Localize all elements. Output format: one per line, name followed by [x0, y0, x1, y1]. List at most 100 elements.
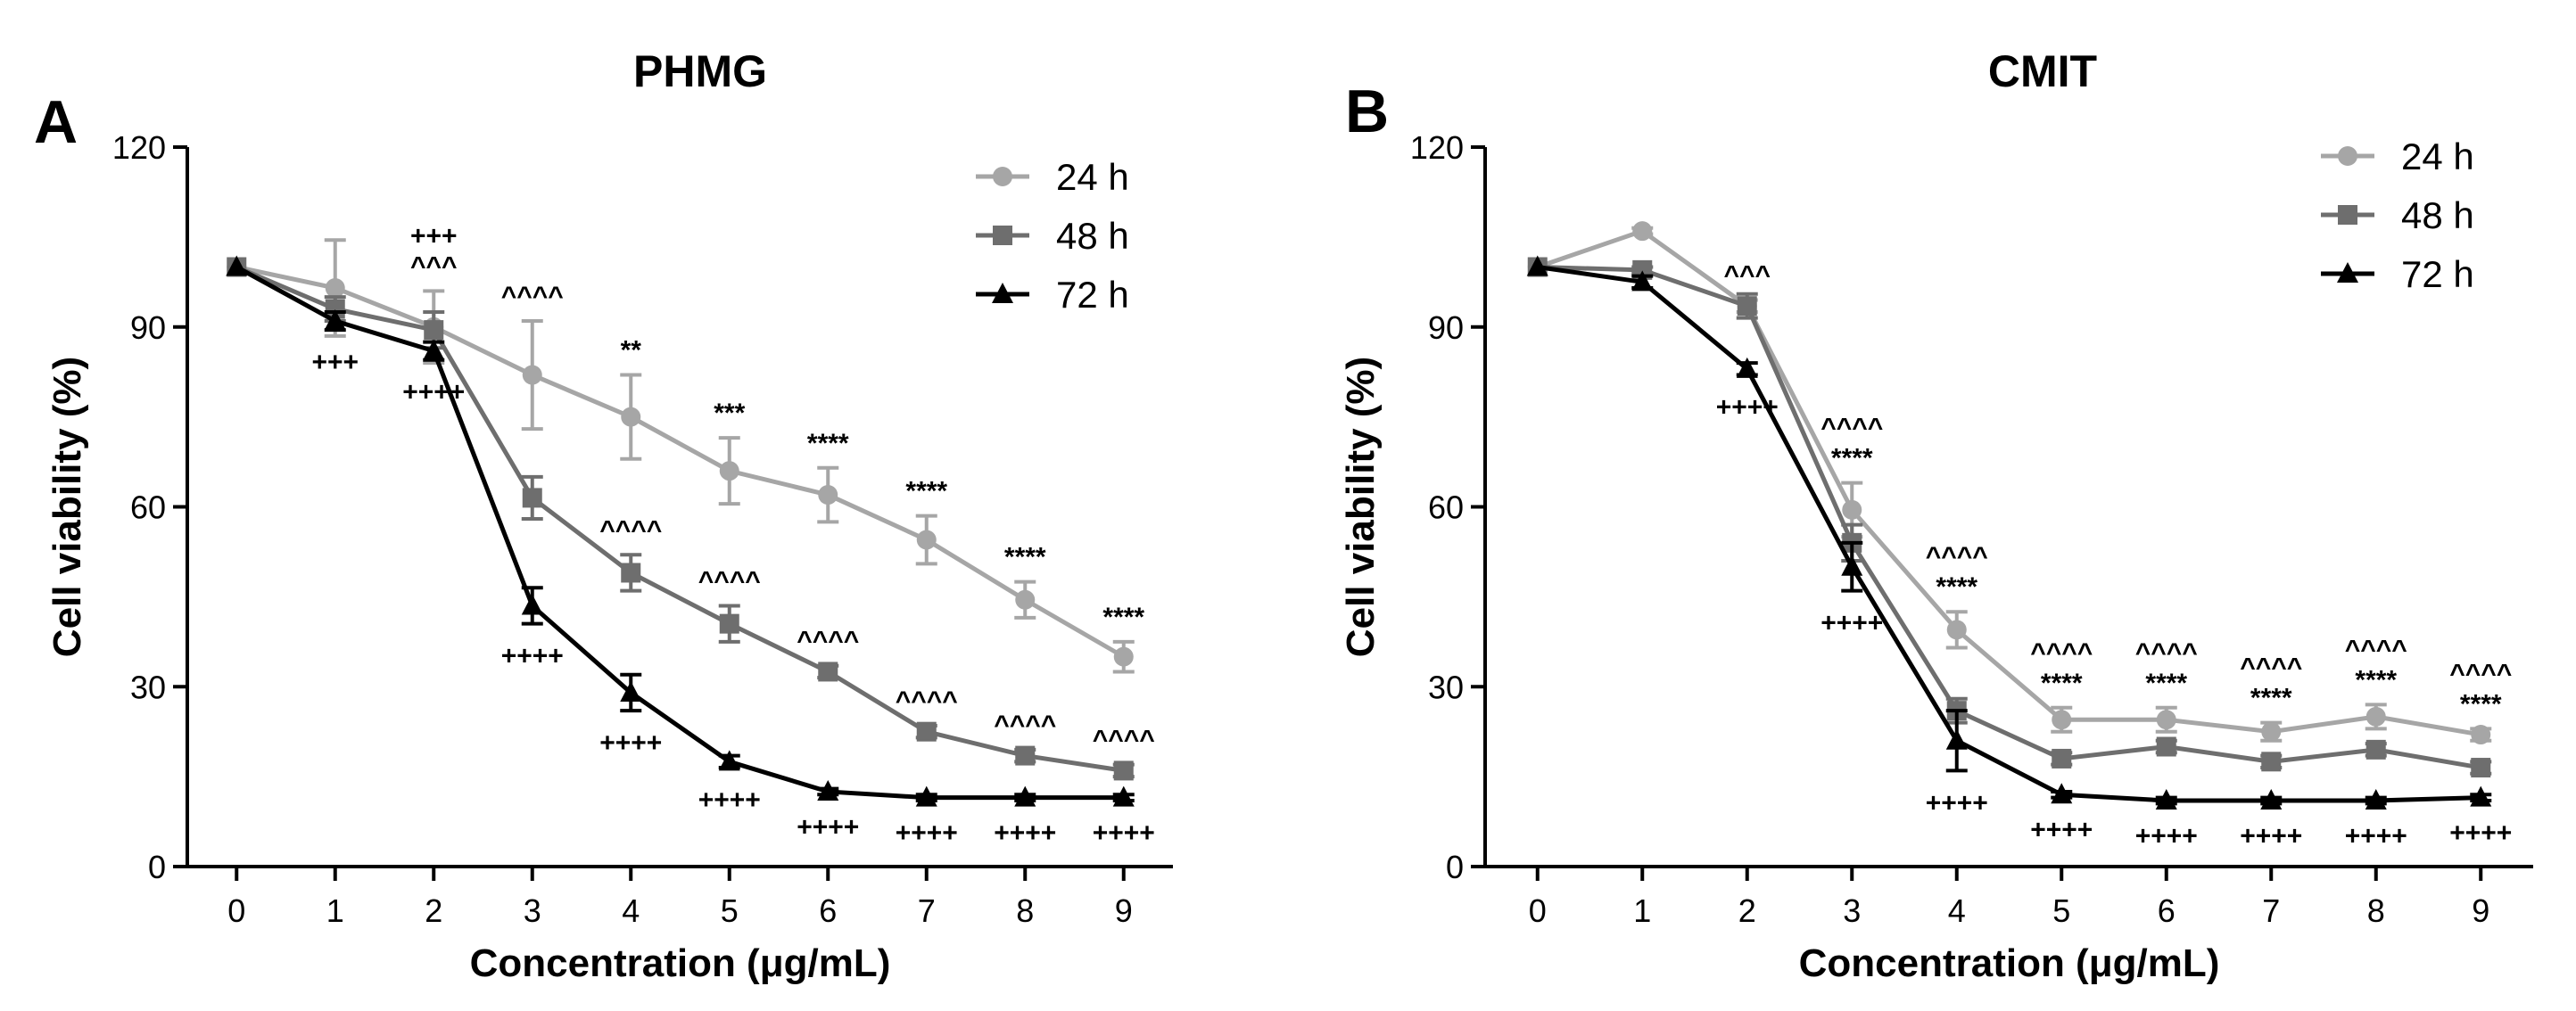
- data-point: [2260, 789, 2283, 810]
- series-72h: [226, 255, 1135, 807]
- data-point: [325, 299, 345, 319]
- series-line: [235, 265, 1126, 659]
- significance-label: ^^^: [1723, 260, 1771, 290]
- x-tick-label: 2: [425, 892, 442, 929]
- y-tick-label: 30: [130, 669, 166, 705]
- significance-label: ++++: [402, 378, 465, 407]
- panel-b: CMIT B 0 30 60 90 120 0 1 2 3 4 5 6 7 8 9 Concentration (…: [1339, 46, 2533, 985]
- significance-label: ****: [2250, 684, 2292, 713]
- data-point: [2261, 721, 2282, 742]
- significance-label: ****: [2145, 669, 2187, 698]
- data-point: [2261, 752, 2282, 772]
- data-point: [522, 365, 542, 385]
- significance-label: ****: [2460, 689, 2502, 719]
- significance-label: ^^^^: [2240, 653, 2302, 683]
- data-point: [2052, 710, 2072, 730]
- significance-label: ^^^^: [896, 686, 958, 716]
- data-point: [916, 530, 937, 550]
- series-24h: [227, 238, 1135, 674]
- data-point: [1014, 785, 1036, 807]
- series-48h: [1527, 257, 2492, 778]
- significance-label: ++++: [698, 785, 761, 815]
- significance-label: ****: [1831, 444, 1873, 473]
- x-tick-label: 9: [2472, 892, 2489, 929]
- x-tick-label: 6: [2158, 892, 2176, 929]
- data-point: [1526, 255, 1548, 276]
- significance-label: ^^^^: [2345, 635, 2407, 664]
- y-axis-label: Cell viability (%): [45, 357, 89, 657]
- data-point: [1632, 221, 1653, 242]
- data-point: [818, 485, 838, 506]
- panel-a: PHMG A 0 30 60 90 120 0 1 2 3 4 5 6 7 8 9 Concentration (…: [34, 46, 1173, 985]
- chart-title: PHMG: [633, 46, 767, 96]
- significance-label: ++++: [1926, 788, 1988, 818]
- data-point: [2155, 789, 2177, 810]
- data-point: [817, 779, 839, 801]
- data-point: [2365, 739, 2386, 760]
- legend-marker: [993, 226, 1012, 245]
- x-tick-label: 0: [227, 892, 245, 929]
- x-tick-label: 3: [524, 892, 541, 929]
- significance-label: ****: [1004, 543, 1046, 572]
- significance-label: ****: [807, 429, 849, 458]
- x-tick-label: 7: [918, 892, 936, 929]
- x-tick-label: 8: [1016, 892, 1034, 929]
- data-point: [423, 339, 445, 360]
- x-tick-label: 7: [2262, 892, 2280, 929]
- data-point: [916, 721, 937, 742]
- legend-marker: [2338, 205, 2357, 225]
- x-tick-label: 1: [1633, 892, 1651, 929]
- legend: 24 h 48 h 72 h: [2321, 136, 2474, 295]
- significance-label: ^^^: [410, 251, 458, 281]
- significance-label: ++++: [2449, 818, 2512, 848]
- data-point: [1736, 357, 1758, 378]
- data-point: [1946, 620, 1967, 640]
- data-point: [718, 750, 740, 771]
- significance-label: ****: [1102, 603, 1144, 632]
- series-line: [235, 265, 1124, 801]
- data-point: [719, 613, 739, 634]
- significance-label: ++++: [896, 818, 958, 848]
- data-point: [1841, 555, 1863, 576]
- data-point: [2470, 785, 2492, 807]
- significance-label: ****: [2355, 665, 2397, 695]
- series-line: [235, 265, 1125, 773]
- significance-label: ++++: [994, 818, 1056, 848]
- x-tick-label: 1: [326, 892, 344, 929]
- data-point: [226, 255, 248, 276]
- x-tick-label: 6: [819, 892, 837, 929]
- legend-marker: [992, 283, 1013, 303]
- data-point: [2156, 736, 2176, 757]
- y-axis-label: Cell viability (%): [1339, 357, 1383, 657]
- data-point: [2471, 758, 2491, 778]
- data-point: [1842, 499, 1862, 520]
- significance-label: ^^^^: [1821, 414, 1883, 443]
- data-point: [1631, 270, 1654, 292]
- x-tick-label: 4: [1948, 892, 1966, 929]
- data-point: [2471, 725, 2491, 745]
- legend-label: 72 h: [2401, 253, 2474, 295]
- data-point: [621, 407, 641, 427]
- chart-title: CMIT: [1988, 46, 2097, 96]
- data-point: [1113, 646, 1134, 667]
- legend-label: 24 h: [1056, 156, 1129, 198]
- series-line: [1537, 265, 2481, 770]
- data-point: [324, 309, 346, 331]
- legend: 24 h 48 h 72 h: [976, 156, 1129, 316]
- legend-label: 48 h: [2401, 194, 2474, 236]
- series-72h: [1526, 255, 2492, 810]
- data-point: [2051, 783, 2073, 804]
- y-tick-label: 60: [1428, 489, 1464, 526]
- x-tick-label: 0: [1529, 892, 1547, 929]
- panel-letter: B: [1345, 78, 1389, 145]
- data-point: [1015, 745, 1036, 766]
- y-tick-label: 90: [130, 309, 166, 346]
- significance-label: ****: [1936, 572, 1977, 602]
- data-point: [620, 680, 642, 702]
- y-tick-label: 90: [1428, 309, 1464, 346]
- significance-label: +++: [410, 221, 458, 251]
- legend-marker: [993, 167, 1012, 186]
- significance-label: ^^^^: [994, 711, 1056, 740]
- data-point: [2365, 789, 2387, 810]
- data-point: [1737, 296, 1757, 316]
